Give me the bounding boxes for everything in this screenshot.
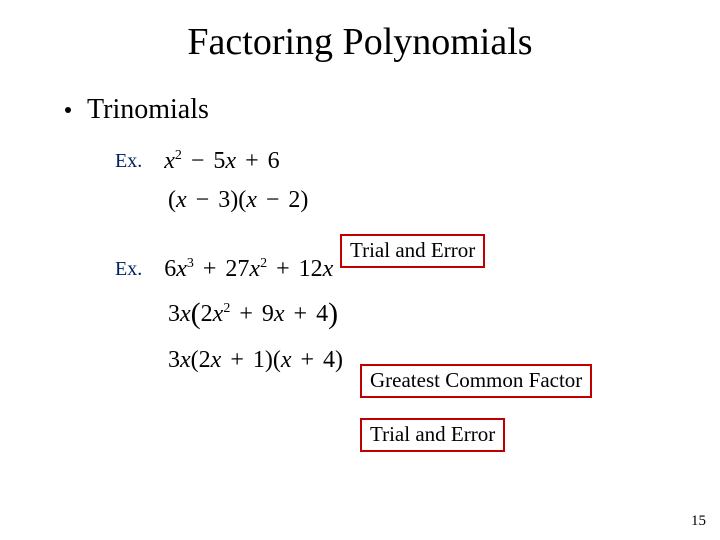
example-1-answer: (x − 3)(x − 2)	[168, 187, 720, 214]
bullet-dot	[65, 107, 71, 113]
example-2-step1: 3x(2x2 + 9x + 4)	[168, 295, 720, 329]
page-number: 15	[691, 513, 706, 530]
example-1-problem: Ex. x2 − 5x + 6	[115, 148, 720, 175]
callout-trial-error-2: Trial and Error	[360, 418, 505, 452]
math-expression: 3x(2x + 1)(x + 4)	[168, 347, 343, 374]
example-2-step2: 3x(2x + 1)(x + 4)	[168, 347, 720, 374]
bullet-item: Trinomials	[65, 94, 720, 126]
ex-label: Ex.	[115, 258, 142, 281]
bullet-text: Trinomials	[87, 94, 209, 126]
math-expression: 3x(2x2 + 9x + 4)	[168, 295, 338, 329]
ex-label: Ex.	[115, 150, 142, 173]
math-expression: (x − 3)(x − 2)	[168, 187, 308, 214]
math-expression: x2 − 5x + 6	[164, 148, 279, 175]
math-expression: 6x3 + 27x2 + 12x	[164, 256, 333, 283]
slide-title: Factoring Polynomials	[0, 0, 720, 64]
callout-trial-error-1: Trial and Error	[340, 234, 485, 268]
